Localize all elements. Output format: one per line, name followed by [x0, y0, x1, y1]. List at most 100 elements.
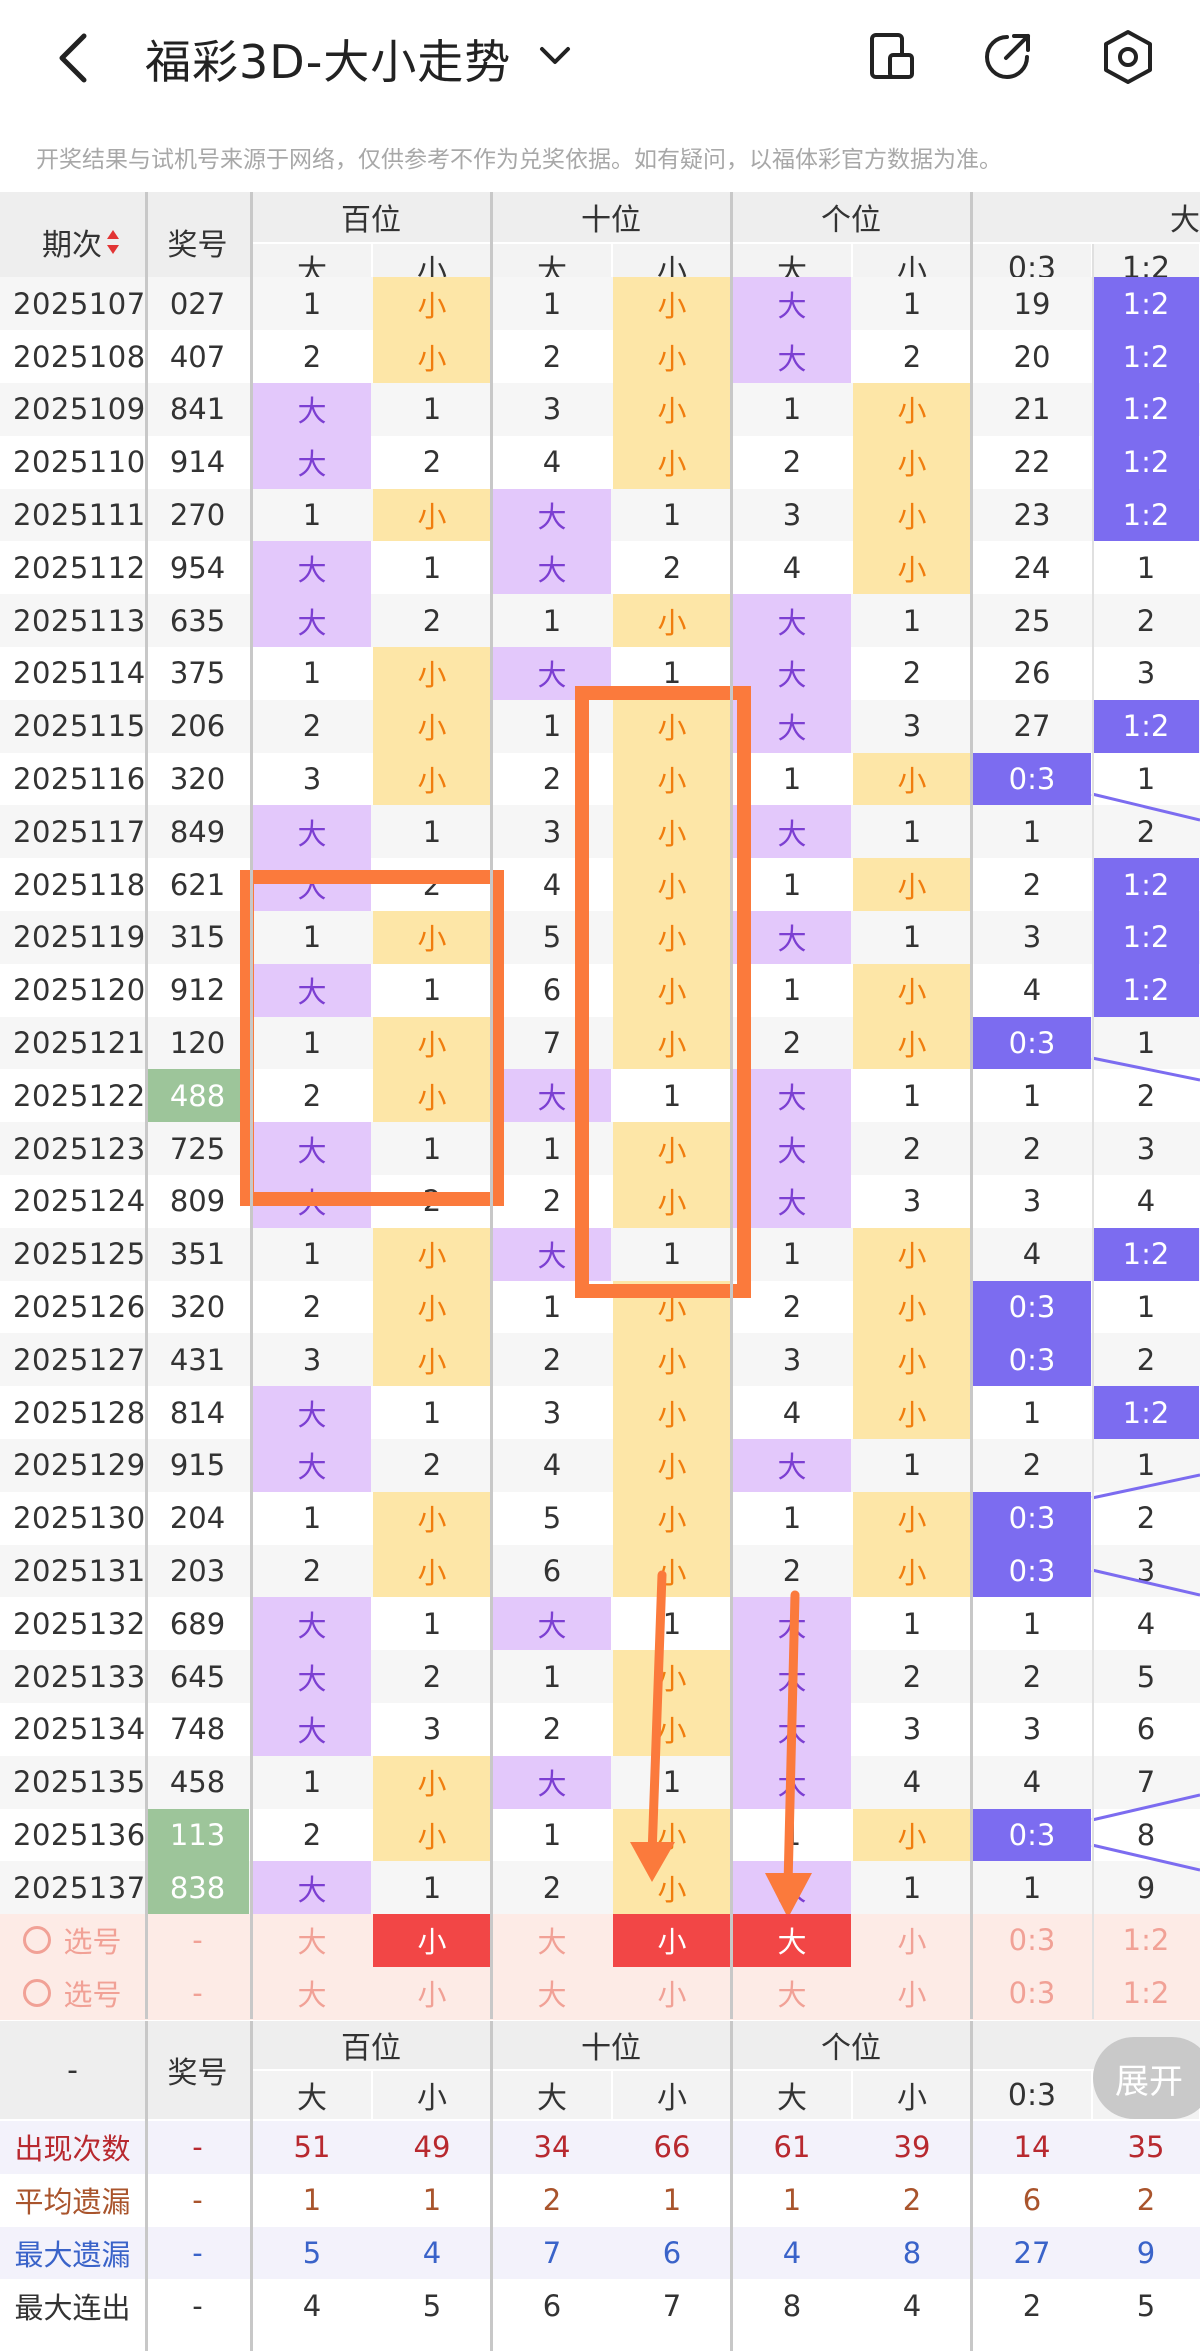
- trend-cell: 1: [1022, 1870, 1042, 1905]
- trend-cell: 大: [733, 1122, 851, 1175]
- device-switch-icon[interactable]: [866, 30, 918, 82]
- trend-cell: 小: [853, 1386, 971, 1439]
- select-option[interactable]: 小: [897, 1925, 927, 1960]
- trend-cell: 2: [1136, 814, 1156, 849]
- trend-cell: 1: [302, 1765, 322, 1800]
- prize-number-cell: 458: [169, 1765, 226, 1800]
- trend-cell: 1: [542, 709, 562, 744]
- trend-cell: 1:2: [1093, 330, 1199, 383]
- select-option[interactable]: 小: [613, 1914, 731, 1967]
- prize-number-cell: 203: [169, 1553, 226, 1588]
- period-cell: 2025121: [13, 1025, 146, 1060]
- trend-cell: 2: [302, 1817, 322, 1852]
- select-option[interactable]: 0:3: [1008, 1923, 1056, 1958]
- select-option[interactable]: 1:2: [1122, 1923, 1170, 1958]
- sort-icon[interactable]: [105, 227, 121, 257]
- trend-cell: 大: [253, 1861, 371, 1915]
- trend-cell: 大: [253, 435, 371, 489]
- select-option[interactable]: 大: [297, 1978, 327, 2013]
- trend-cell: 2: [902, 656, 922, 691]
- trend-cell: 小: [613, 1650, 731, 1703]
- trend-cell: 小: [853, 858, 971, 911]
- select-label-text: 选号: [63, 1978, 122, 2013]
- table-row: 2025115 206 2 小 1 小大 3 27 1:2: [0, 699, 1200, 753]
- period-cell: 2025109: [13, 392, 146, 427]
- sub-header-3: 小: [613, 2071, 731, 2119]
- stats-value: 1: [422, 2183, 442, 2218]
- period-header[interactable]: 期次: [0, 192, 145, 292]
- select-row-label[interactable]: 选号: [0, 1914, 145, 1967]
- settings-icon[interactable]: [1100, 28, 1156, 86]
- prize-number-cell: 838: [146, 1861, 249, 1915]
- expand-button[interactable]: 展开: [1093, 2037, 1200, 2119]
- share-icon[interactable]: [980, 30, 1034, 84]
- trend-cell: 0:3: [973, 1280, 1091, 1334]
- radio-circle-icon[interactable]: [23, 1926, 52, 1955]
- select-option[interactable]: 大: [777, 1978, 807, 2013]
- prize-number-cell: 725: [169, 1131, 226, 1166]
- trend-cell: 2: [542, 339, 562, 374]
- select-option[interactable]: 0:3: [1008, 1976, 1056, 2011]
- select-dash: -: [192, 1976, 203, 2011]
- select-row-label[interactable]: 选号: [0, 1967, 145, 2020]
- trend-cell: 7: [1136, 1765, 1156, 1800]
- trend-cell: 5: [542, 920, 562, 955]
- trend-cell: 大: [493, 1227, 611, 1281]
- trend-cell: 小: [853, 488, 971, 542]
- trend-cell: 小: [853, 1227, 971, 1281]
- trend-cell: 0:3: [973, 1544, 1091, 1598]
- select-option[interactable]: 大: [537, 1925, 567, 1960]
- trend-cell: 1: [422, 1606, 442, 1641]
- trend-cell: 大: [733, 1175, 851, 1228]
- stats-value: 7: [542, 2235, 562, 2270]
- trend-cell: 1: [302, 1025, 322, 1060]
- select-option[interactable]: 小: [373, 1914, 491, 1967]
- select-option[interactable]: 小: [417, 1978, 447, 2013]
- table-row: 2025137838大12小大119: [0, 1861, 1200, 1915]
- select-option[interactable]: 大: [297, 1925, 327, 1960]
- stats-label: 平均遗漏: [14, 2185, 131, 2220]
- trend-cell: 1: [302, 1501, 322, 1536]
- period-cell: 2025108: [13, 339, 146, 374]
- trend-cell: 小: [613, 1333, 731, 1387]
- trend-cell: 3: [422, 1712, 442, 1747]
- period-cell: 2025125: [13, 1237, 146, 1272]
- back-arrow-icon[interactable]: [52, 30, 92, 86]
- stats-column-divider: [145, 2021, 148, 2351]
- trend-cell: 大: [733, 277, 851, 331]
- trend-cell: 小: [613, 1122, 731, 1175]
- trend-cell: 1: [782, 761, 802, 796]
- table-row: 2025122 488 2 小大 1 大 1 1 2: [0, 1069, 1200, 1123]
- trend-cell: 1: [782, 1501, 802, 1536]
- select-option[interactable]: 小: [897, 1978, 927, 2013]
- stats-value: 14: [1013, 2130, 1051, 2165]
- select-option[interactable]: 大: [733, 1914, 851, 1967]
- trend-cell: 2: [1136, 1342, 1156, 1377]
- trend-cell: 1: [302, 286, 322, 321]
- trend-cell: 4: [1136, 1606, 1156, 1641]
- stats-row: 平均遗漏 - 1 1 2 1 1 2 6 2: [0, 2173, 1200, 2227]
- trend-cell: 2: [302, 339, 322, 374]
- select-option[interactable]: 1:2: [1122, 1976, 1170, 2011]
- select-option[interactable]: 大: [537, 1978, 567, 2013]
- stats-value: 39: [893, 2130, 931, 2165]
- period-cell: 2025129: [13, 1448, 146, 1483]
- trend-cell: 2: [422, 1448, 442, 1483]
- trend-cell: 7: [542, 1025, 562, 1060]
- select-dash: -: [192, 1923, 203, 1958]
- table-row: 2025127 431 3 小 2 小 3 小 0:3 2: [0, 1333, 1200, 1387]
- prize-number-cell: 635: [169, 603, 226, 638]
- stats-value: 49: [413, 2130, 451, 2165]
- trend-cell: 1: [1136, 1289, 1156, 1324]
- trend-cell: 4: [1022, 1237, 1042, 1272]
- trend-cell: 大: [253, 858, 371, 911]
- trend-cell: 小: [853, 963, 971, 1017]
- stats-column-divider: [970, 2021, 973, 2351]
- stats-value: 34: [533, 2130, 571, 2165]
- trend-cell: 22: [1013, 445, 1051, 480]
- radio-circle-icon[interactable]: [23, 1979, 52, 2008]
- trend-cell: 小: [613, 1439, 731, 1492]
- select-option[interactable]: 小: [657, 1978, 687, 2013]
- chevron-down-icon[interactable]: [538, 44, 572, 68]
- table-row: 2025107 027 1 小 1 小大 1 19 1:2: [0, 277, 1200, 331]
